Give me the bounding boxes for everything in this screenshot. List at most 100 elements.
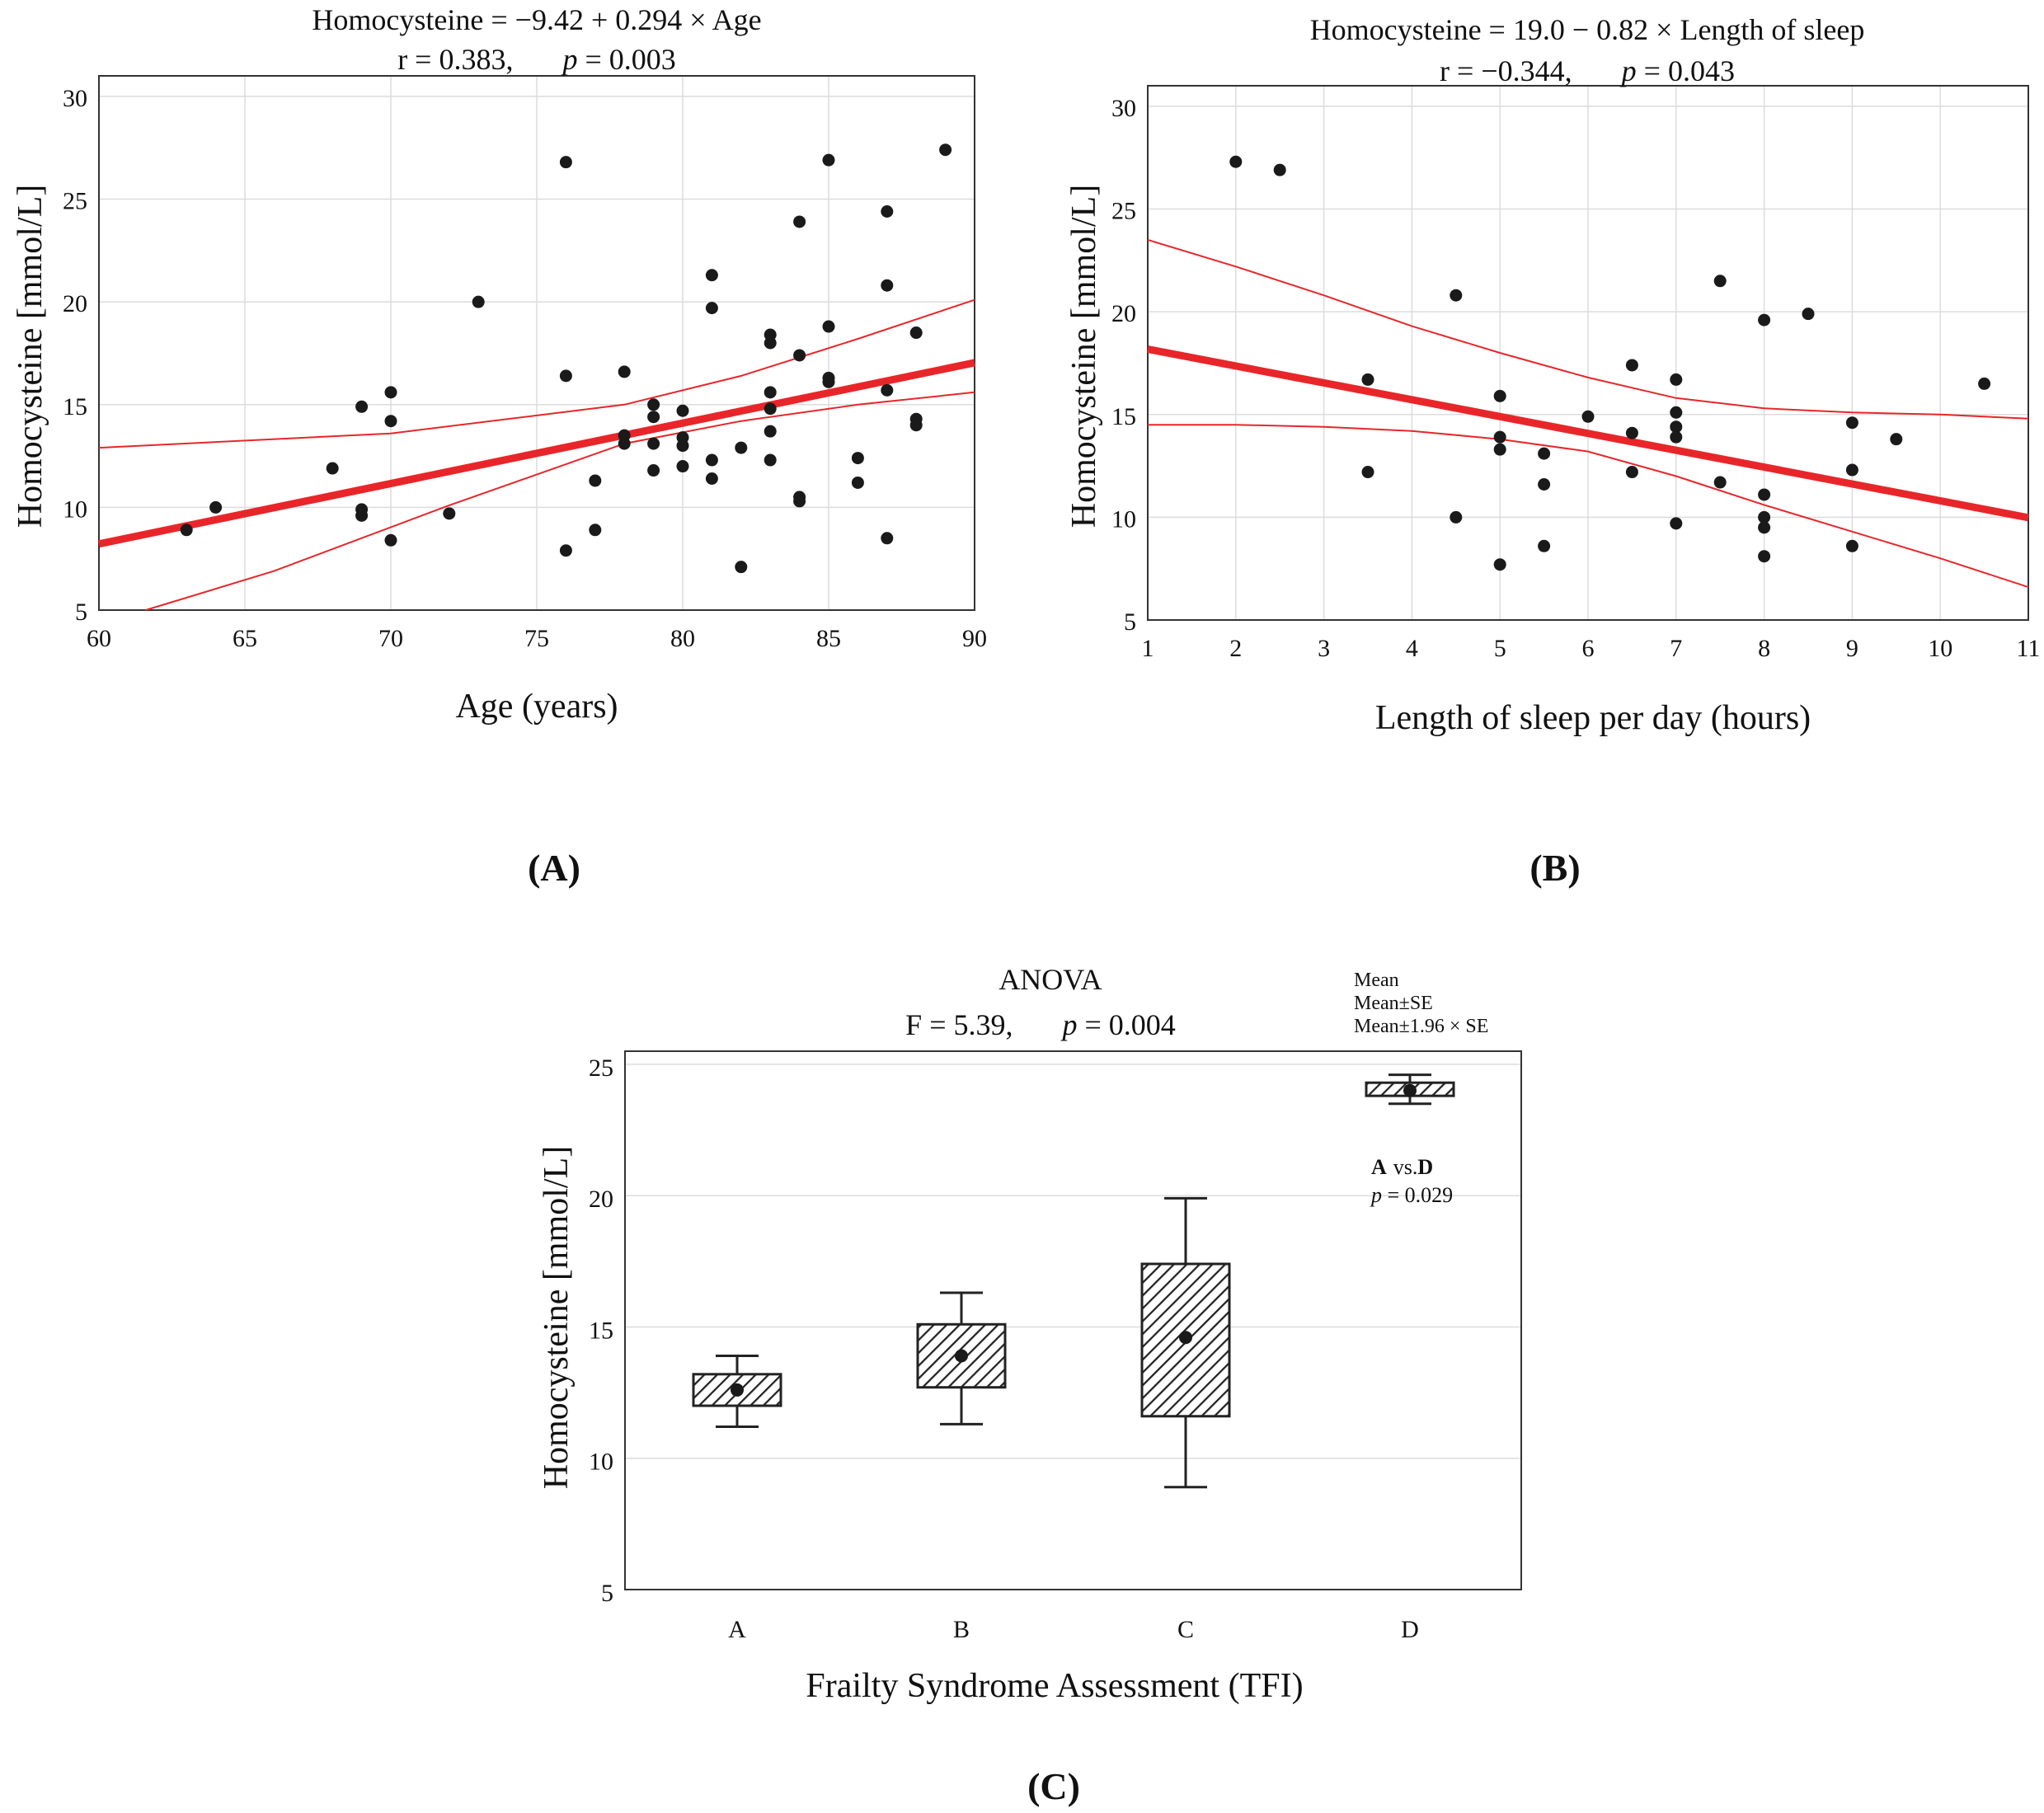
mean-marker bbox=[955, 1349, 968, 1363]
panel-c-x-tick: D bbox=[1401, 1616, 1419, 1643]
panel-b-data-point bbox=[1758, 313, 1771, 326]
panel-b-x-tick: 10 bbox=[1928, 635, 1952, 662]
panel-b-data-point bbox=[1713, 275, 1727, 288]
panel-b-data-point bbox=[1625, 426, 1638, 439]
panel-a-fit-line-group bbox=[98, 359, 975, 548]
panel-c-legend: Mean Mean±SE Mean±1.96 × SE bbox=[1354, 970, 1488, 1037]
panel-a-data-point bbox=[618, 365, 631, 378]
panel-a-data-point bbox=[384, 415, 397, 428]
panel-b-data-point bbox=[1361, 373, 1374, 386]
panel-a-data-point bbox=[180, 524, 193, 537]
panel-a-x-tick: 60 bbox=[87, 625, 111, 652]
panel-a-data-point bbox=[851, 476, 864, 489]
panel-a-x-tick: 70 bbox=[378, 625, 403, 652]
panel-b-y-tick: 20 bbox=[1111, 300, 1136, 327]
panel-a-data-point bbox=[705, 472, 718, 485]
panel-a-data-point bbox=[735, 441, 748, 454]
comparison-group-a: A bbox=[1371, 1155, 1387, 1179]
panel-b-x-tick: 11 bbox=[2017, 635, 2041, 662]
panel-a-data-point bbox=[589, 474, 602, 487]
panel-a-y-tick: 10 bbox=[63, 496, 87, 523]
panel-a-data-point bbox=[355, 400, 369, 413]
panel-b-y-tick: 15 bbox=[1111, 403, 1136, 430]
panel-a-y-ticks: 5 10 15 20 25 30 bbox=[63, 85, 87, 626]
panel-a-data-point bbox=[705, 302, 718, 315]
panel-b-data-point bbox=[1493, 558, 1506, 571]
panel-a-y-tick: 25 bbox=[63, 188, 87, 215]
panel-b-data-point bbox=[1538, 478, 1551, 491]
panel-a-data-point bbox=[793, 349, 806, 362]
panel-a-fit-line bbox=[98, 359, 975, 548]
panel-a-data-point bbox=[472, 295, 485, 308]
panel-b-x-tick: 5 bbox=[1494, 635, 1506, 662]
panel-a-x-ticks: 60 65 70 75 80 85 90 bbox=[87, 625, 987, 652]
panel-c-f-value: F = 5.39, bbox=[905, 1008, 1013, 1041]
panel-a-data-point bbox=[676, 404, 689, 417]
panel-b-data-point bbox=[1978, 377, 1991, 390]
panel-b-data-point bbox=[1758, 521, 1771, 534]
box-group-d bbox=[1365, 1073, 1455, 1106]
panel-a-data-point bbox=[793, 215, 806, 228]
panel-a-data-point bbox=[443, 507, 456, 520]
panel-b-x-tick: 6 bbox=[1582, 635, 1595, 662]
box-group-a bbox=[692, 1355, 782, 1429]
panel-a-y-tick: 5 bbox=[75, 599, 87, 626]
comparison-group-d: D bbox=[1417, 1155, 1433, 1179]
panel-b-data-point bbox=[1890, 433, 1903, 446]
panel-a-data-point bbox=[764, 386, 777, 399]
panel-a-data-point bbox=[735, 561, 748, 574]
comparison-p: p = 0.029 bbox=[1370, 1183, 1453, 1207]
panel-c-boxes bbox=[692, 1073, 1455, 1489]
panel-a-data-point bbox=[822, 153, 835, 167]
panel-b-data-point bbox=[1845, 539, 1858, 552]
panel-b-data-point bbox=[1802, 308, 1815, 321]
panel-b-confidence-band bbox=[1147, 238, 2029, 589]
panel-c-y-axis-label: Homocysteine [mmol/L] bbox=[538, 1146, 576, 1489]
panel-b-points bbox=[1229, 155, 1991, 571]
panel-b-data-point bbox=[1845, 463, 1858, 477]
panel-c-x-axis-label: Frailty Syndrome Assessment (TFI) bbox=[806, 1667, 1303, 1705]
panel-c-p-label: p bbox=[1060, 1008, 1078, 1041]
comparison-p-value: = 0.029 bbox=[1382, 1183, 1453, 1207]
panel-a-data-point bbox=[793, 495, 806, 508]
box-group-b bbox=[916, 1291, 1007, 1426]
panel-a-plot-frame bbox=[98, 75, 975, 611]
panel-a-data-point bbox=[705, 453, 718, 467]
panel-c-y-ticks: 5 10 15 20 25 bbox=[589, 1054, 613, 1607]
panel-a-data-point bbox=[822, 320, 835, 333]
panel-c-label: (C) bbox=[1027, 1765, 1080, 1807]
panel-b: 1 2 3 4 5 6 7 8 9 10 11 5 10 15 20 25 30 Homocysteine =… bbox=[1065, 13, 2040, 889]
panel-c-grid bbox=[625, 1064, 1521, 1459]
panel-b-x-ticks: 1 2 3 4 5 6 7 8 9 10 11 bbox=[1142, 635, 2041, 662]
panel-b-data-point bbox=[1625, 466, 1638, 479]
panel-a-data-point bbox=[647, 464, 660, 477]
panel-b-stats: r = −0.344, p = 0.043 bbox=[1440, 54, 1735, 87]
panel-c-plot-frame bbox=[624, 1050, 1522, 1590]
panel-a-data-point bbox=[851, 452, 864, 465]
panel-a-data-point bbox=[559, 369, 572, 383]
panel-b-data-point bbox=[1273, 163, 1286, 176]
panel-a-data-point bbox=[384, 386, 397, 399]
panel-c-y-tick: 25 bbox=[589, 1054, 613, 1082]
panel-c-x-tick: A bbox=[728, 1616, 746, 1643]
panel-a-data-point bbox=[676, 460, 689, 473]
panel-b-data-point bbox=[1493, 389, 1506, 402]
panel-b-p-value: = 0.043 bbox=[1637, 54, 1735, 87]
panel-b-data-point bbox=[1493, 430, 1506, 444]
panel-a-points bbox=[180, 143, 952, 574]
legend-mean: Mean bbox=[1354, 970, 1399, 991]
panel-b-data-point bbox=[1538, 539, 1551, 552]
panel-a-p-value: = 0.003 bbox=[577, 43, 675, 76]
panel-c-y-tick: 10 bbox=[589, 1449, 613, 1476]
panel-c-y-tick: 15 bbox=[589, 1317, 613, 1344]
panel-a-x-tick: 90 bbox=[962, 625, 987, 652]
panel-b-ci-upper bbox=[1147, 238, 2029, 420]
panel-c-p-value: = 0.004 bbox=[1078, 1008, 1176, 1041]
panel-b-ci-lower bbox=[1148, 424, 2029, 589]
panel-a-data-point bbox=[326, 462, 339, 475]
legend-mean-se: Mean±SE bbox=[1354, 993, 1433, 1014]
panel-b-x-tick: 1 bbox=[1142, 635, 1154, 662]
panel-b-data-point bbox=[1758, 488, 1771, 501]
panel-c-x-tick: B bbox=[953, 1616, 970, 1643]
